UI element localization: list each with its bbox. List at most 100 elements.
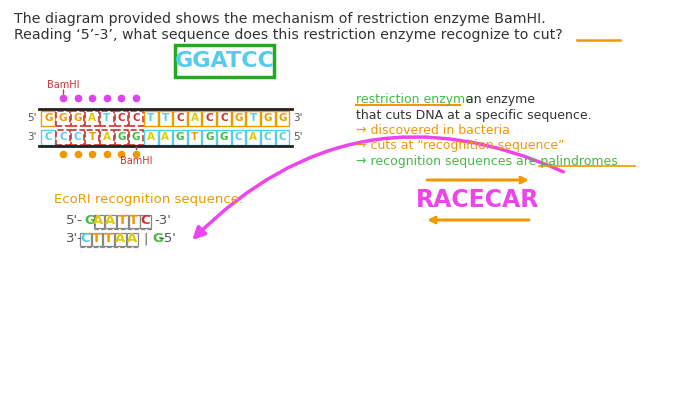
Bar: [104, 233, 114, 246]
Bar: [80, 233, 91, 246]
Text: → recognition sequences are palindromes: → recognition sequences are palindromes: [356, 154, 618, 167]
Bar: [115, 130, 128, 145]
Text: A: A: [93, 215, 104, 228]
Text: C: C: [205, 113, 213, 123]
Text: C: C: [45, 132, 52, 142]
Text: C: C: [80, 233, 90, 246]
Text: -5': -5': [159, 233, 176, 246]
Bar: [85, 110, 99, 125]
Text: BamHI: BamHI: [120, 156, 153, 166]
Bar: [144, 130, 158, 145]
Bar: [276, 130, 289, 145]
Bar: [188, 110, 202, 125]
Bar: [158, 130, 172, 145]
Text: that cuts DNA at a specific sequence.: that cuts DNA at a specific sequence.: [356, 110, 592, 123]
Text: T: T: [104, 233, 113, 246]
Bar: [92, 233, 102, 246]
Bar: [56, 110, 70, 125]
Text: G: G: [152, 233, 163, 246]
Text: T: T: [103, 113, 111, 123]
Text: GGATCC: GGATCC: [174, 51, 274, 71]
Text: 3'-: 3'-: [66, 233, 83, 246]
Bar: [130, 130, 143, 145]
Text: -3': -3': [154, 215, 171, 228]
Text: C: C: [279, 132, 286, 142]
Bar: [246, 130, 260, 145]
Text: C: C: [234, 132, 242, 142]
Bar: [173, 110, 187, 125]
Text: BamHI: BamHI: [47, 80, 79, 90]
Text: G: G: [220, 132, 228, 142]
Bar: [100, 110, 113, 125]
Bar: [188, 130, 202, 145]
Text: C: C: [74, 132, 81, 142]
Text: G: G: [132, 132, 140, 142]
Text: A: A: [105, 215, 116, 228]
Text: C: C: [220, 113, 228, 123]
Text: → discovered in bacteria: → discovered in bacteria: [356, 125, 510, 138]
Bar: [144, 110, 158, 125]
Text: T: T: [89, 132, 96, 142]
Text: → cuts at “recognition sequence”: → cuts at “recognition sequence”: [356, 140, 565, 152]
Bar: [232, 130, 246, 145]
Bar: [261, 130, 274, 145]
Text: G: G: [117, 132, 126, 142]
Bar: [202, 110, 216, 125]
Text: T: T: [162, 113, 169, 123]
Text: T: T: [92, 233, 101, 246]
Bar: [130, 110, 143, 125]
Bar: [56, 130, 70, 145]
Bar: [217, 130, 231, 145]
Bar: [71, 110, 85, 125]
Bar: [202, 130, 216, 145]
Text: A: A: [88, 113, 96, 123]
Text: C: C: [141, 215, 150, 228]
Text: T: T: [129, 215, 138, 228]
Text: C: C: [176, 113, 184, 123]
Bar: [41, 130, 55, 145]
Text: |: |: [92, 215, 97, 228]
Text: |: |: [144, 233, 148, 246]
Bar: [129, 215, 139, 228]
Text: restriction enzyme:: restriction enzyme:: [356, 94, 477, 107]
Text: G: G: [74, 113, 82, 123]
Text: Reading ‘5’-3’, what sequence does this restriction enzyme recognize to cut?: Reading ‘5’-3’, what sequence does this …: [14, 28, 562, 42]
Text: an enzyme: an enzyme: [463, 94, 536, 107]
Text: G: G: [278, 113, 287, 123]
Bar: [246, 110, 260, 125]
Text: T: T: [191, 132, 198, 142]
Text: G: G: [59, 113, 67, 123]
Text: EcoRI recognition sequence:: EcoRI recognition sequence:: [54, 193, 243, 206]
Text: A: A: [115, 233, 125, 246]
Text: G: G: [176, 132, 184, 142]
Bar: [85, 130, 99, 145]
Text: RACECAR: RACECAR: [416, 188, 540, 212]
Text: G: G: [44, 113, 52, 123]
Text: T: T: [147, 113, 155, 123]
FancyArrowPatch shape: [195, 137, 564, 237]
Bar: [100, 130, 113, 145]
Text: G: G: [85, 215, 96, 228]
Bar: [127, 233, 138, 246]
Text: C: C: [118, 113, 125, 123]
Text: A: A: [249, 132, 257, 142]
Text: C: C: [264, 132, 272, 142]
Text: G: G: [234, 113, 243, 123]
Bar: [71, 130, 85, 145]
Text: A: A: [190, 113, 199, 123]
Text: G: G: [263, 113, 272, 123]
Bar: [117, 215, 128, 228]
Bar: [217, 110, 231, 125]
Text: 5'-: 5'-: [66, 215, 83, 228]
Text: 3': 3': [293, 113, 303, 123]
Bar: [41, 110, 55, 125]
Text: G: G: [205, 132, 214, 142]
Bar: [115, 110, 128, 125]
Bar: [276, 110, 289, 125]
Text: 3': 3': [27, 132, 37, 142]
Text: A: A: [147, 132, 155, 142]
Text: The diagram provided shows the mechanism of restriction enzyme BamHI.: The diagram provided shows the mechanism…: [14, 12, 545, 26]
Text: A: A: [162, 132, 169, 142]
Bar: [261, 110, 274, 125]
Bar: [141, 215, 151, 228]
